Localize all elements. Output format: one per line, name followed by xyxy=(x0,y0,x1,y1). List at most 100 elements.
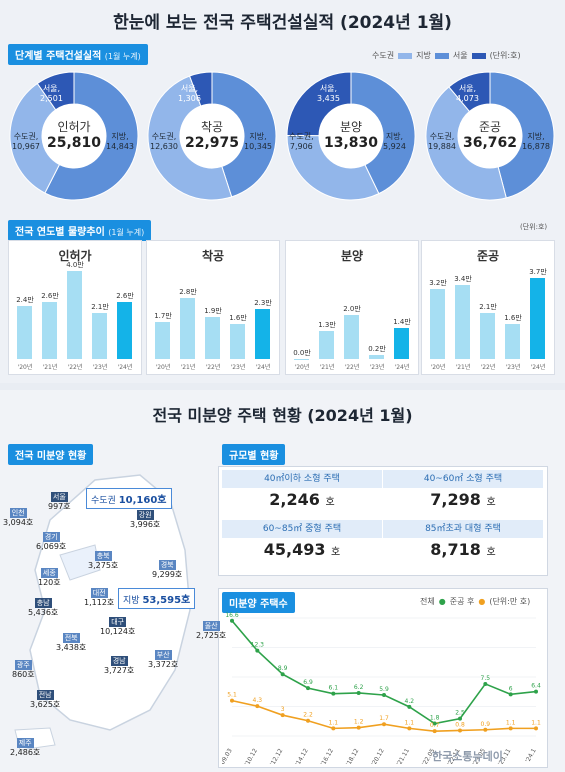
x-tick-label: '22년 xyxy=(67,364,83,371)
region-name: 광주 xyxy=(14,660,32,670)
bar xyxy=(67,271,82,359)
section2-tag: 전국 연도별 물량추이 (1월 누계) xyxy=(8,220,152,241)
region-name: 대전 xyxy=(90,588,108,598)
region-name: 세종 xyxy=(40,568,58,578)
series-point xyxy=(432,721,437,726)
bar-value-label: 0.0만 xyxy=(293,349,311,357)
bar xyxy=(255,308,270,359)
x-tick-label: '21년 xyxy=(319,364,335,371)
region-14: 광주 860호 xyxy=(12,660,35,680)
size-unit: 호 xyxy=(331,547,341,558)
donut-seoul-label: 서울, 4,073 xyxy=(456,84,479,103)
point-label: 1.8 xyxy=(430,715,440,722)
donut-stage-name: 준공 xyxy=(478,120,502,134)
donut-stage-name: 분양 xyxy=(339,120,363,134)
point-label: 1.1 xyxy=(506,719,516,726)
series-point xyxy=(255,648,260,653)
region-value: 997호 xyxy=(48,502,71,511)
section2-unit: (단위:호) xyxy=(520,223,548,231)
top-title: 한눈에 보는 전국 주택건설실적 (2024년 1월) xyxy=(113,13,452,33)
donut-metro-label: 수도권, 7,906 xyxy=(289,132,314,151)
x-tick-label: '16.12 xyxy=(320,747,336,764)
bar-value-label: 1.6만 xyxy=(504,313,522,322)
donut-stage-name: 인허가 xyxy=(57,120,91,134)
bar xyxy=(155,321,170,359)
donut-seoul-label: 서울, 1,306 xyxy=(178,84,201,103)
x-tick-label: '21년 xyxy=(455,364,471,371)
region-5: 세종 120호 xyxy=(38,568,61,588)
bar xyxy=(230,323,245,359)
donut-local-slice xyxy=(44,71,139,201)
x-tick-label: '23년 xyxy=(230,364,246,371)
bar-value-label: 2.6만 xyxy=(116,292,134,301)
size-unit: 호 xyxy=(486,497,496,508)
bar xyxy=(369,354,384,359)
x-tick-label: '20년 xyxy=(17,364,33,371)
donut-center: 인허가 25,810 xyxy=(44,118,104,151)
bar xyxy=(42,302,57,359)
donut-0 xyxy=(9,71,139,201)
x-tick-label: '21.11 xyxy=(396,747,412,764)
series-point xyxy=(483,681,488,686)
series-point xyxy=(230,698,234,703)
bar xyxy=(205,317,220,359)
region-value: 9,299호 xyxy=(152,570,183,579)
point-label: 12.3 xyxy=(251,642,265,649)
region-name: 제주 xyxy=(16,738,34,748)
point-label: 8.9 xyxy=(278,665,288,672)
bar-card-title: 인허가 xyxy=(58,249,92,263)
bar xyxy=(319,330,334,359)
region-value: 10,124호 xyxy=(100,627,136,636)
bar xyxy=(294,359,309,360)
point-label: 2.2 xyxy=(303,712,313,719)
series-point xyxy=(356,690,361,695)
bar-value-label: 1.6만 xyxy=(229,313,247,322)
series-point xyxy=(508,692,513,697)
bar-value-label: 4.0만 xyxy=(66,261,84,270)
region-value: 6,069호 xyxy=(36,542,67,551)
x-tick-label: '12.12 xyxy=(269,747,285,764)
bar-card-title: 분양 xyxy=(340,249,364,263)
bar xyxy=(530,277,545,359)
region-name: 경기 xyxy=(42,532,60,542)
region-value: 3,996호 xyxy=(130,520,161,529)
size-unit: 호 xyxy=(486,547,496,558)
bar-value-label: 2.3만 xyxy=(254,298,272,307)
bar-value-label: 3.7만 xyxy=(529,267,547,276)
point-label: 2.5 xyxy=(455,710,465,717)
bar xyxy=(180,297,195,359)
donut-hole xyxy=(458,104,522,168)
series-point xyxy=(280,672,285,677)
series-point xyxy=(230,618,234,623)
size-label: 85㎡초과 대형 주택 xyxy=(383,520,543,538)
size-tag: 규모별 현황 xyxy=(222,444,286,465)
region-name: 부산 xyxy=(154,650,172,660)
bar xyxy=(455,284,470,359)
bar-value-label: 1.4만 xyxy=(393,318,411,327)
x-tick-label: '10.12 xyxy=(244,747,260,764)
size-value: 2,246 호 xyxy=(269,490,335,509)
line-tag-front: 미분양 주택수 xyxy=(222,592,295,613)
point-label: 7.5 xyxy=(481,675,491,682)
bar xyxy=(394,328,409,359)
region-name: 충북 xyxy=(94,551,112,561)
region-16: 제주 2,486호 xyxy=(10,738,40,758)
bar xyxy=(480,313,495,359)
donut-total: 36,762 xyxy=(462,135,518,151)
donut-local-label: 지방, 16,878 xyxy=(522,132,550,151)
series-point xyxy=(458,728,462,733)
region-value: 3,625호 xyxy=(30,700,61,709)
donut-2 xyxy=(286,71,416,201)
bar-value-label: 1.3만 xyxy=(318,320,336,329)
bar-value-label: 2.6만 xyxy=(41,292,59,301)
donut-seoul-slice xyxy=(448,71,491,113)
point-label: 6 xyxy=(509,685,513,692)
local-box: 지방 53,595호 xyxy=(118,588,196,609)
x-tick-label: '14.12 xyxy=(294,747,310,764)
x-tick-label: '20.12 xyxy=(370,747,386,764)
series-point xyxy=(255,704,260,709)
bar-value-label: 2.4만 xyxy=(16,296,34,305)
point-label: 6.4 xyxy=(531,683,541,690)
donut-hole xyxy=(180,104,244,168)
region-name: 경북 xyxy=(158,560,176,570)
